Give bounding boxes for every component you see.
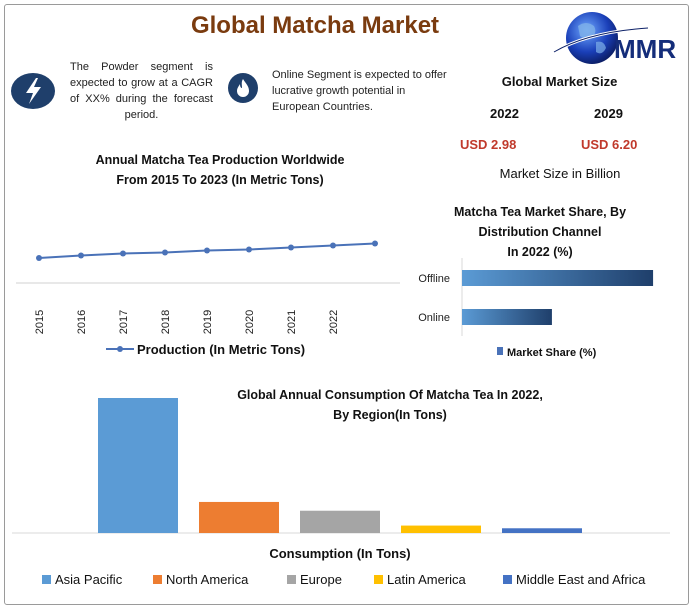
market-size-year-2029: 2029 <box>594 106 623 121</box>
consumption-chart-title: Global Annual Consumption Of Matcha Tea … <box>195 385 585 425</box>
mmr-logo: MMR <box>553 12 676 64</box>
share-title-line2: Distribution Channel <box>478 225 602 239</box>
page-title: Global Matcha Market <box>190 12 440 39</box>
market-size-value-2029: USD 6.20 <box>581 137 638 152</box>
online-info-text: Online Segment is expected to offer lucr… <box>272 69 447 113</box>
lightning-icon <box>11 73 55 109</box>
consumption-title-line2: By Region(In Tons) <box>333 408 447 422</box>
share-title-line3: In 2022 (%) <box>507 245 573 259</box>
powder-info-text: The Powder segment is expected to grow a… <box>70 61 213 121</box>
production-title-line2: From 2015 To 2023 (In Metric Tons) <box>116 173 324 187</box>
production-chart-title: Annual Matcha Tea Production Worldwide F… <box>60 150 380 190</box>
share-title-line1: Matcha Tea Market Share, By <box>453 205 627 219</box>
market-size-value-2022: USD 2.98 <box>460 137 517 152</box>
market-size-unit: Market Size in Billion <box>499 166 621 181</box>
flame-icon <box>228 73 258 103</box>
market-size-title: Global Market Size <box>501 74 618 89</box>
market-size-year-2022: 2022 <box>490 106 519 121</box>
share-chart-title: Matcha Tea Market Share, By Distribution… <box>440 202 640 262</box>
logo-text: MMR <box>614 34 676 64</box>
consumption-title-line1: Global Annual Consumption Of Matcha Tea … <box>237 388 543 402</box>
production-title-line1: Annual Matcha Tea Production Worldwide <box>95 153 345 167</box>
